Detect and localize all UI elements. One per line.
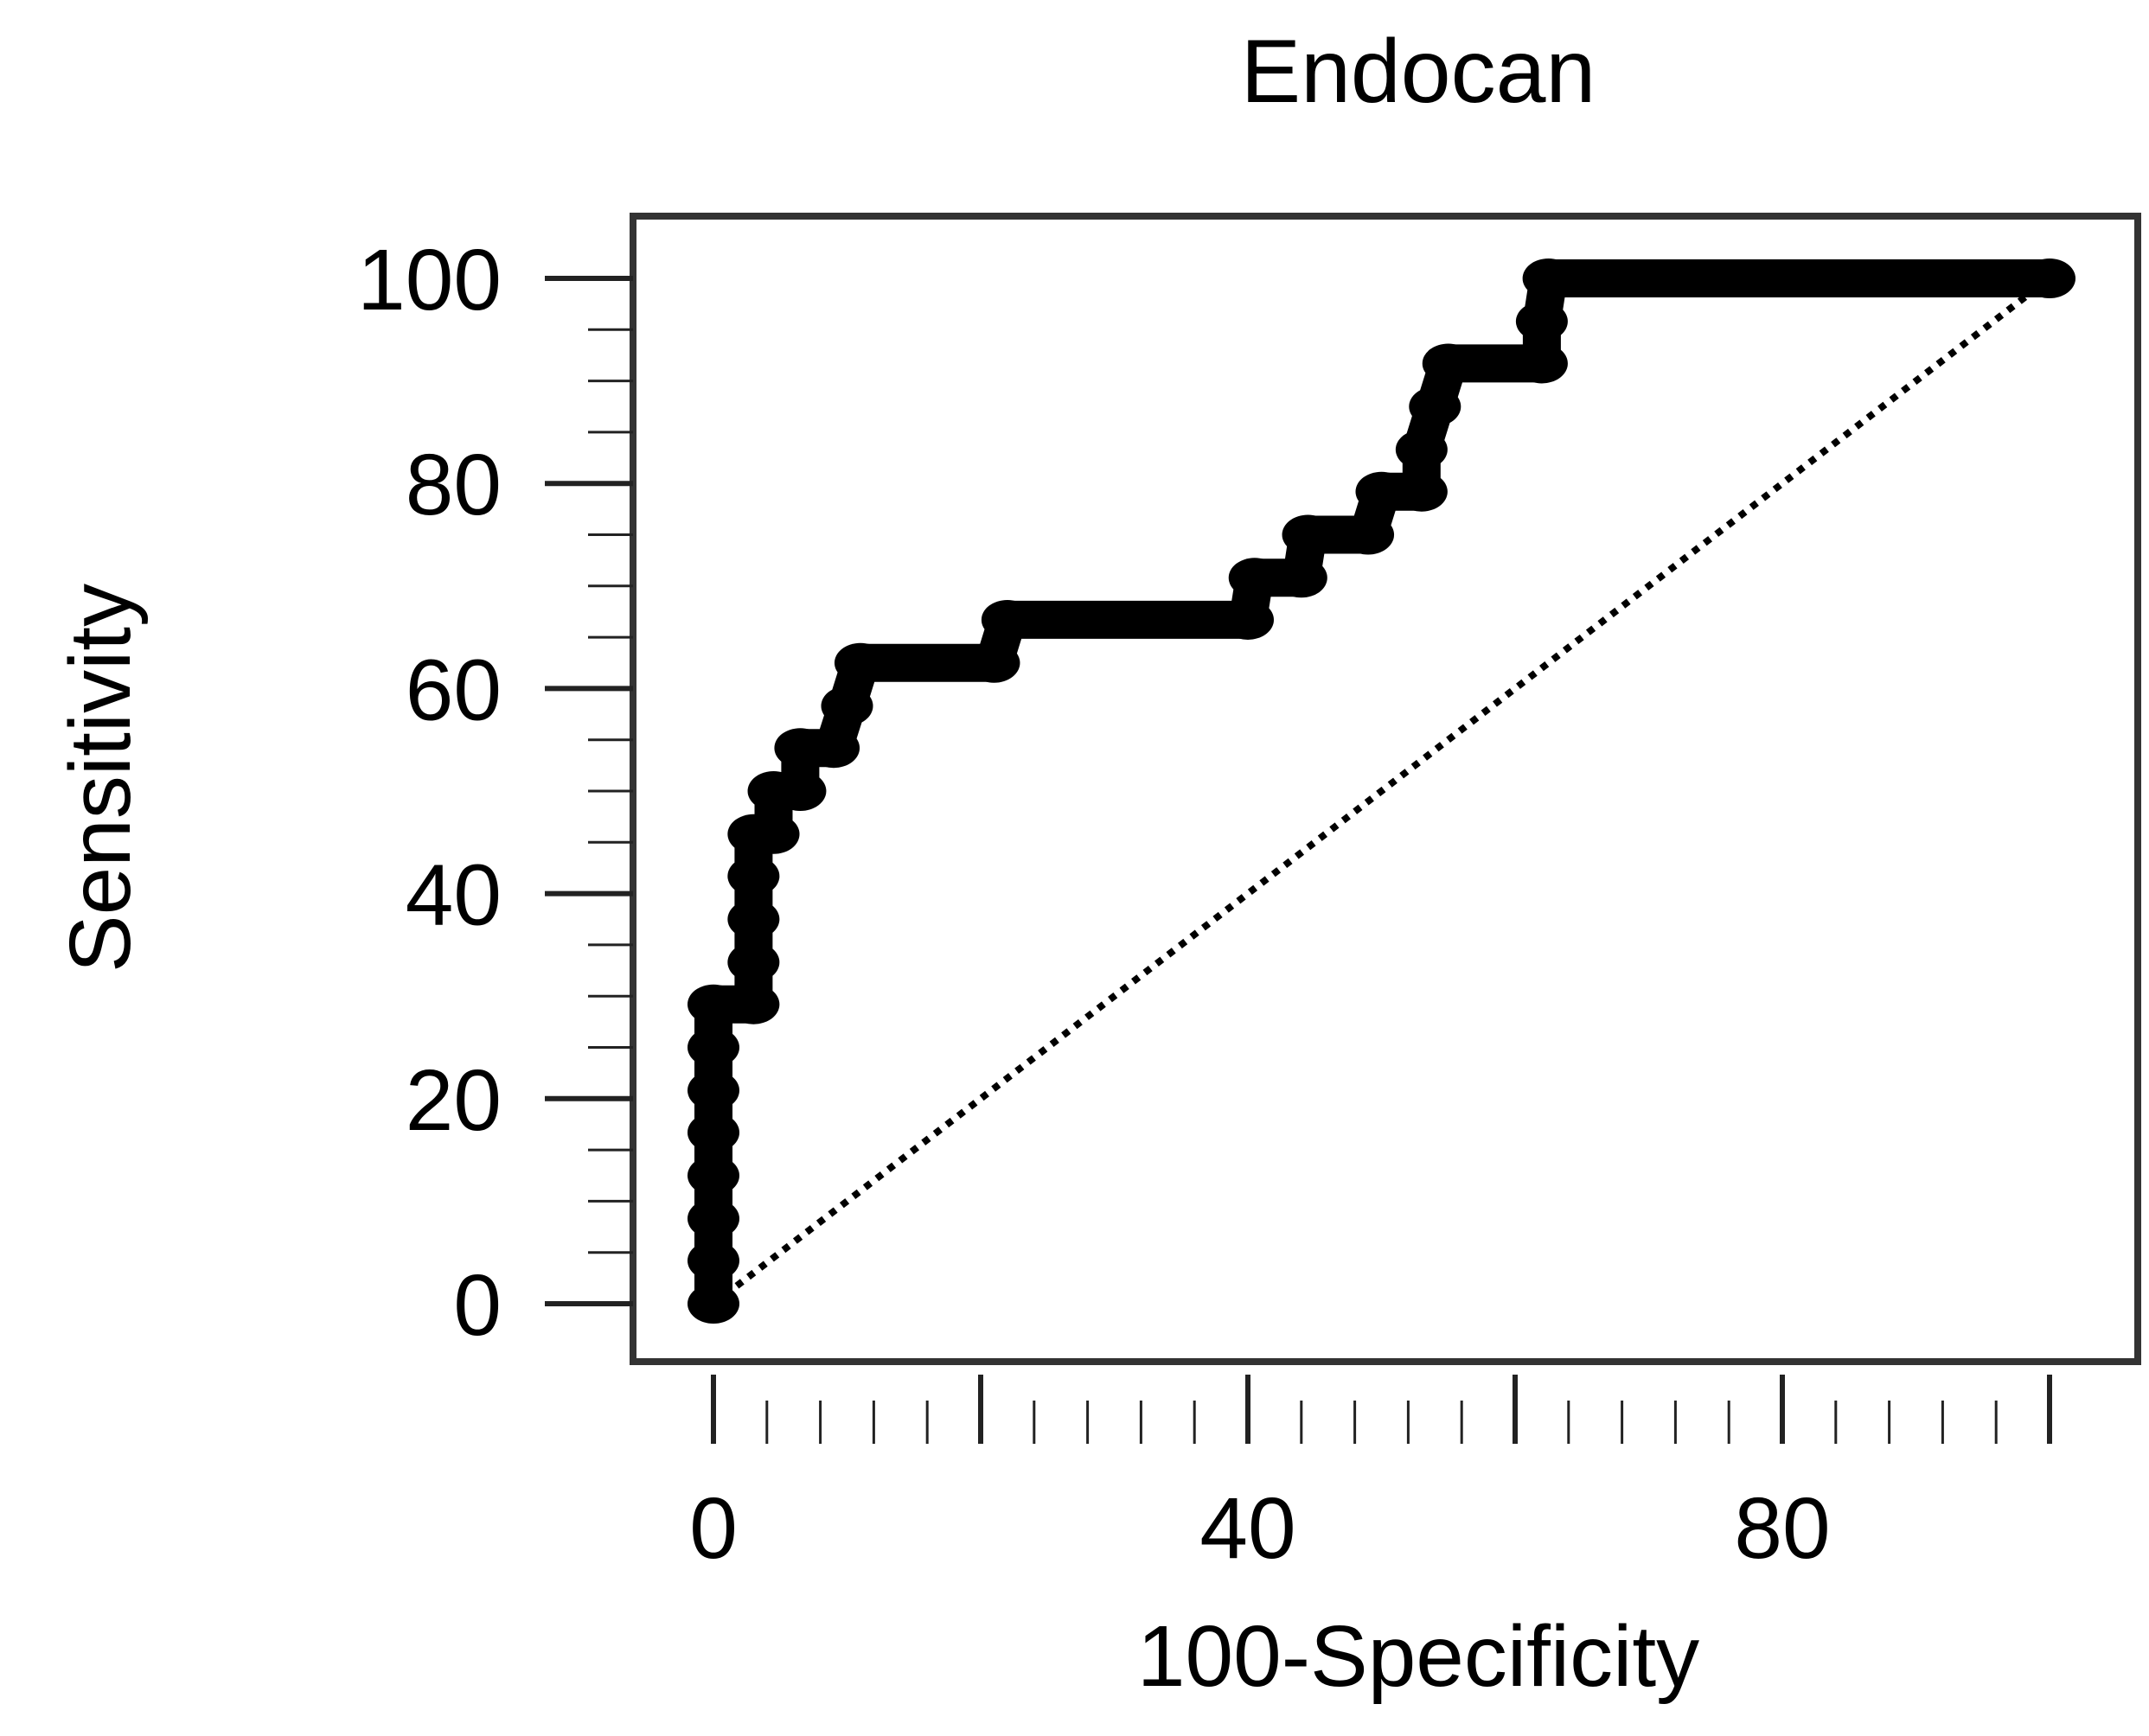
roc-point (821, 686, 873, 726)
x-tick-label: 80 (1734, 1480, 1830, 1577)
roc-point (1355, 471, 1408, 512)
x-tick-label: 40 (1199, 1480, 1295, 1577)
roc-point (727, 942, 780, 983)
roc-point (1282, 514, 1334, 555)
y-axis-label: Sensitivity (52, 584, 149, 973)
roc-point (688, 984, 739, 1024)
y-tick-label: 0 (453, 1257, 502, 1354)
roc-point (1395, 430, 1448, 470)
roc-point (834, 642, 886, 683)
series-layer (688, 258, 2075, 1324)
roc-point (1515, 343, 1568, 384)
roc-point (1395, 471, 1448, 512)
roc-point (747, 814, 800, 854)
roc-point (981, 599, 1033, 640)
y-tick-label: 20 (406, 1052, 502, 1149)
roc-point (968, 642, 1020, 683)
roc-point (688, 1284, 739, 1324)
roc-point (688, 1070, 739, 1111)
roc-point (1275, 558, 1327, 598)
roc-point (688, 1241, 739, 1281)
roc-point (727, 856, 780, 897)
roc-point (808, 728, 860, 769)
roc-point (1409, 386, 1461, 427)
x-axis-label: 100-Specificity (1137, 1608, 1699, 1705)
roc-point (727, 984, 780, 1024)
roc-point (727, 899, 780, 940)
reference-line (711, 275, 2052, 1307)
plot-frame (630, 213, 2141, 1365)
roc-point (1222, 599, 1274, 640)
roc-point (688, 1112, 739, 1152)
roc-point (1228, 558, 1281, 598)
y-tick-label: 100 (357, 232, 502, 329)
roc-point (1522, 258, 1575, 298)
roc-point (688, 1027, 739, 1068)
y-axis: 0 20 40 60 80 100 (357, 232, 633, 1354)
roc-point (688, 1155, 739, 1196)
roc-point (2024, 258, 2075, 298)
y-tick-label: 60 (406, 641, 502, 738)
chart-title: Endocan (1241, 22, 1596, 122)
roc-point (774, 771, 827, 811)
roc-point (688, 1198, 739, 1239)
x-tick-label: 0 (689, 1480, 738, 1577)
roc-point (1422, 343, 1474, 384)
roc-point (1342, 514, 1395, 555)
y-tick-label: 80 (406, 437, 502, 533)
y-tick-label: 40 (406, 847, 502, 944)
roc-point (1515, 301, 1568, 341)
x-axis: 0 40 80 (689, 1375, 2052, 1577)
